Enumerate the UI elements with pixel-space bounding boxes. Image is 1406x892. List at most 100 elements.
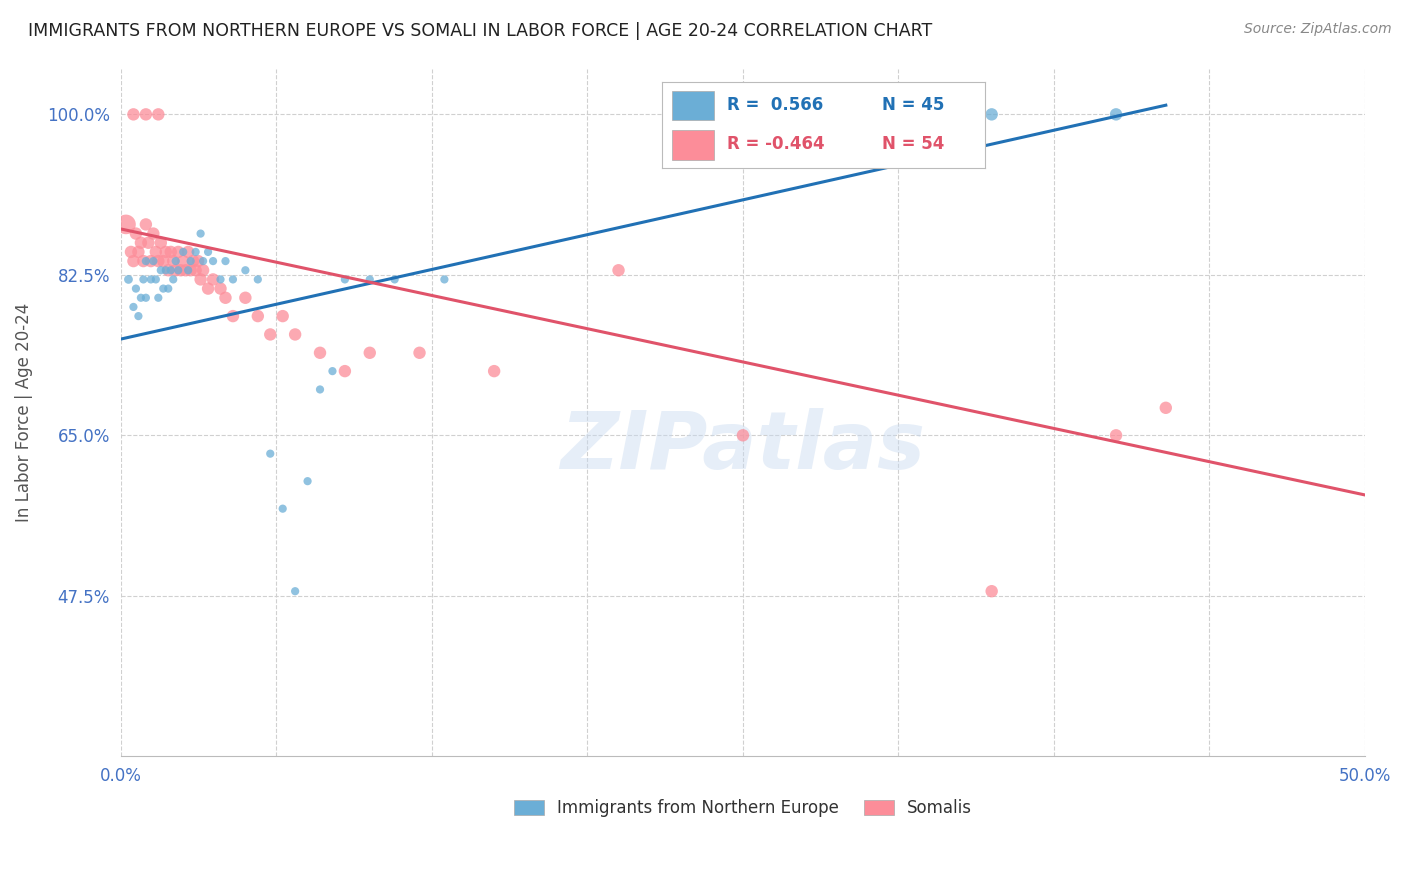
Legend: Immigrants from Northern Europe, Somalis: Immigrants from Northern Europe, Somalis <box>508 792 979 823</box>
Point <box>135 218 157 232</box>
Point <box>170 263 193 277</box>
Point <box>117 272 139 286</box>
Point <box>184 244 207 259</box>
Point <box>359 272 381 286</box>
Point <box>222 309 245 323</box>
Point <box>129 291 152 305</box>
Point <box>155 244 177 259</box>
Point <box>1105 428 1128 442</box>
Point <box>190 227 212 241</box>
Point <box>149 235 172 250</box>
Point <box>135 254 157 268</box>
Point <box>1105 107 1128 121</box>
Point <box>333 364 356 378</box>
Point <box>135 291 157 305</box>
Point <box>235 291 257 305</box>
Point <box>149 263 172 277</box>
Point <box>384 272 406 286</box>
Point <box>127 244 149 259</box>
Point <box>209 282 232 296</box>
Point <box>127 309 149 323</box>
Point <box>202 272 225 286</box>
Point <box>155 263 177 277</box>
Point <box>142 227 165 241</box>
Point <box>180 263 202 277</box>
Point <box>165 254 187 268</box>
Point <box>246 309 269 323</box>
Point <box>309 346 332 360</box>
Point <box>115 218 138 232</box>
Point <box>607 263 630 277</box>
Point <box>197 282 219 296</box>
Point <box>152 282 174 296</box>
Point <box>184 263 207 277</box>
Point <box>408 346 430 360</box>
Point <box>271 309 294 323</box>
Point <box>167 244 190 259</box>
Point <box>138 235 160 250</box>
Point <box>135 107 157 121</box>
Point <box>148 254 170 268</box>
Y-axis label: In Labor Force | Age 20-24: In Labor Force | Age 20-24 <box>15 302 32 522</box>
Point <box>172 254 194 268</box>
Point <box>181 254 204 268</box>
Point <box>172 244 194 259</box>
Text: IMMIGRANTS FROM NORTHERN EUROPE VS SOMALI IN LABOR FORCE | AGE 20-24 CORRELATION: IMMIGRANTS FROM NORTHERN EUROPE VS SOMAL… <box>28 22 932 40</box>
Point <box>191 263 214 277</box>
Point <box>187 254 209 268</box>
Point <box>259 447 281 461</box>
Point <box>980 584 1002 599</box>
Point <box>148 291 170 305</box>
Point <box>125 282 148 296</box>
Point <box>159 244 181 259</box>
Point <box>321 364 343 378</box>
Point <box>157 263 180 277</box>
Point <box>731 428 754 442</box>
Point <box>132 272 155 286</box>
Point <box>202 254 225 268</box>
Point <box>129 235 152 250</box>
Point <box>162 272 184 286</box>
Point <box>1154 401 1177 415</box>
Point <box>197 244 219 259</box>
Point <box>284 327 307 342</box>
Point <box>122 107 145 121</box>
Point <box>980 107 1002 121</box>
Point <box>122 300 145 314</box>
Point <box>174 263 197 277</box>
Point <box>167 263 190 277</box>
Point <box>177 263 200 277</box>
Point <box>482 364 505 378</box>
Point <box>191 254 214 268</box>
Point <box>284 584 307 599</box>
Point <box>433 272 456 286</box>
Point <box>246 272 269 286</box>
Point <box>159 263 181 277</box>
Point <box>222 272 245 286</box>
Point <box>152 254 174 268</box>
Point <box>125 227 148 241</box>
Point <box>209 272 232 286</box>
Point <box>157 282 180 296</box>
Point <box>132 254 155 268</box>
Point <box>259 327 281 342</box>
Point <box>139 254 162 268</box>
Point <box>148 107 170 121</box>
Point <box>190 272 212 286</box>
Point <box>122 254 145 268</box>
Point <box>309 383 332 397</box>
Point <box>145 244 167 259</box>
Point <box>162 254 184 268</box>
Text: ZIPatlas: ZIPatlas <box>561 408 925 486</box>
Point <box>180 254 202 268</box>
Point <box>142 254 165 268</box>
Point <box>271 501 294 516</box>
Point <box>177 244 200 259</box>
Point <box>297 474 319 488</box>
Point <box>333 272 356 286</box>
Point <box>120 244 142 259</box>
Point <box>145 272 167 286</box>
Point <box>235 263 257 277</box>
Point <box>214 291 236 305</box>
Point <box>214 254 236 268</box>
